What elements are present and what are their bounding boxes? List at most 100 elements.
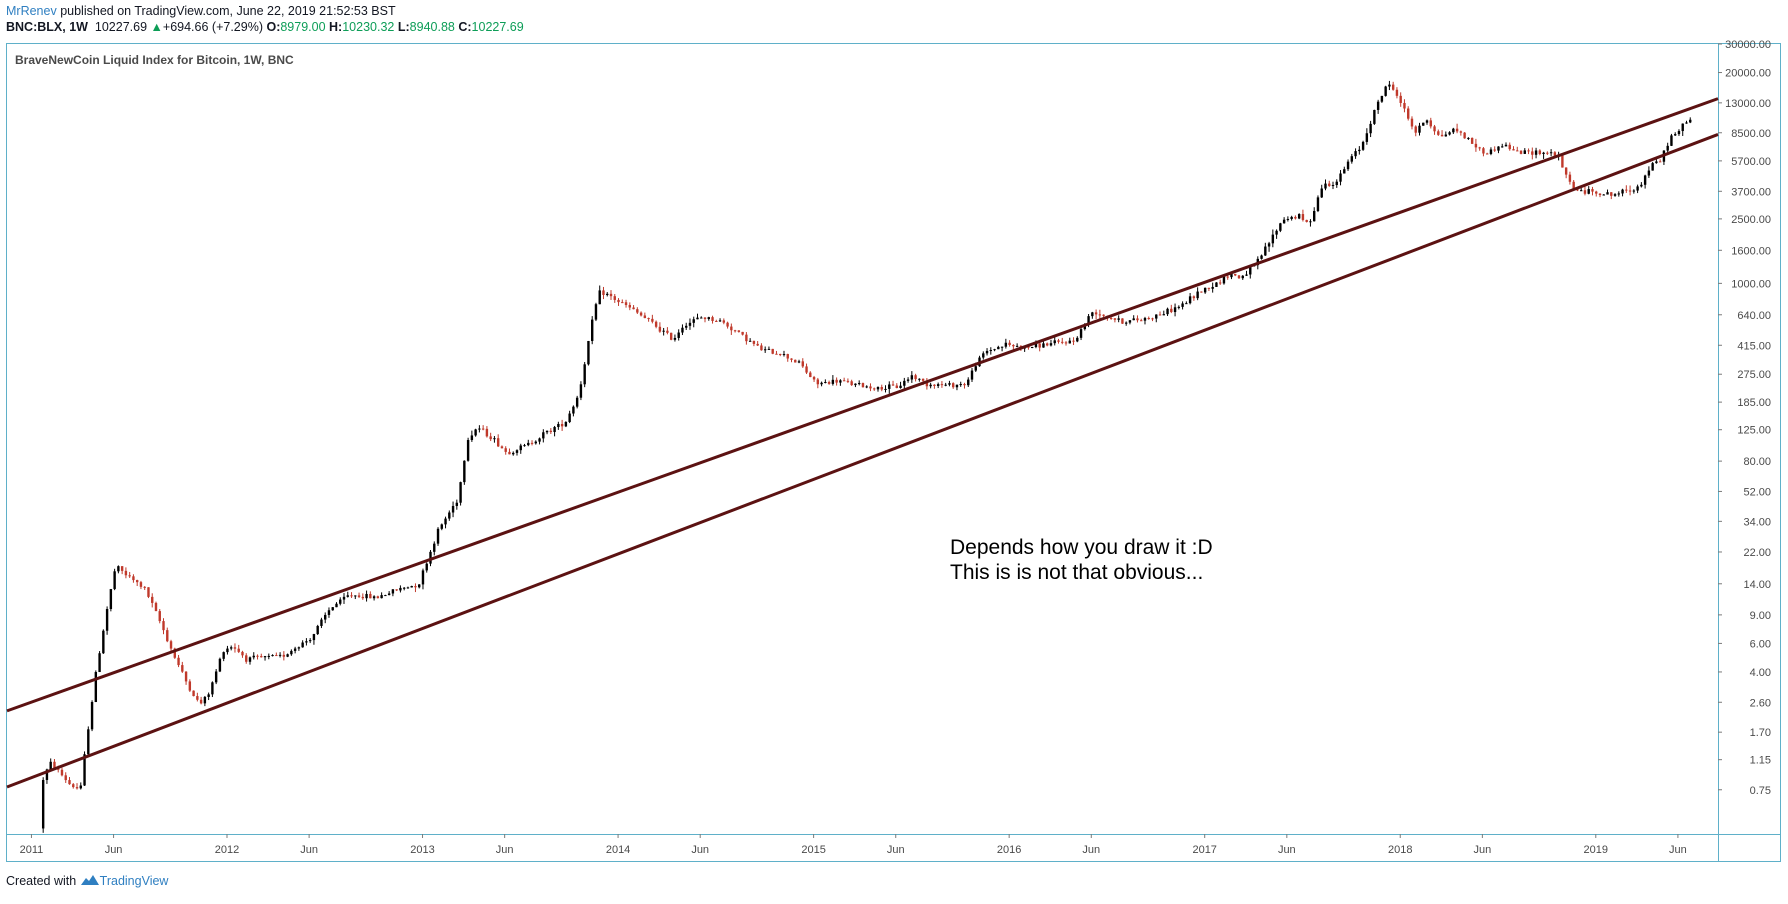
x-tick-label: 2011 <box>20 844 44 856</box>
candle <box>1587 186 1590 195</box>
candle <box>1275 229 1278 239</box>
candle <box>199 696 203 705</box>
y-tick-label: 1.70 <box>1750 727 1771 739</box>
candle <box>192 690 195 697</box>
candle <box>1218 279 1222 285</box>
tradingview-link[interactable]: TradingView <box>99 874 169 888</box>
candle <box>1309 219 1312 227</box>
candle <box>402 587 406 591</box>
candle <box>1388 80 1391 91</box>
candle <box>1042 341 1045 348</box>
x-tick-label: Jun <box>1473 844 1491 856</box>
y-tick-label: 80.00 <box>1743 456 1771 468</box>
candle <box>1008 340 1011 347</box>
candle <box>560 419 564 431</box>
candle <box>1463 132 1466 139</box>
candle <box>1030 346 1034 349</box>
candle <box>357 592 361 599</box>
candle <box>606 292 609 297</box>
candle <box>617 298 620 306</box>
trendline[interactable] <box>6 97 1719 713</box>
candle <box>139 580 143 590</box>
price-axis[interactable]: 30000.00 20000.00 13000.00 8500.00 5700.00 37… <box>1718 39 1771 797</box>
candle <box>1188 292 1192 305</box>
candle <box>564 421 568 428</box>
trendline[interactable] <box>6 133 1719 789</box>
x-tick-label: Jun <box>1669 844 1687 856</box>
candle <box>1670 133 1673 147</box>
candle <box>418 584 421 589</box>
candle <box>1136 315 1139 323</box>
candle <box>350 592 353 599</box>
publish-info: MrRenev published on TradingView.com, Ju… <box>6 3 396 19</box>
candle <box>1538 149 1542 156</box>
candle <box>1267 241 1271 252</box>
candle <box>1674 132 1677 136</box>
candle <box>1658 159 1662 163</box>
candle <box>730 323 733 335</box>
x-tick-label: Jun <box>691 844 709 856</box>
candle <box>985 348 989 356</box>
candle <box>327 607 331 618</box>
candle <box>1591 186 1594 196</box>
close-value: 10227.69 <box>471 20 524 34</box>
candle <box>805 363 808 375</box>
x-tick-label: Jun <box>300 844 318 856</box>
candle <box>1143 316 1147 325</box>
x-tick-label: Jun <box>496 844 514 856</box>
candle <box>1689 117 1692 124</box>
y-tick-label: 9.00 <box>1750 610 1771 622</box>
candle <box>1147 316 1150 320</box>
candle <box>1113 318 1117 323</box>
candle <box>1685 120 1688 124</box>
candle <box>1418 122 1421 136</box>
candle <box>75 783 79 790</box>
candle <box>538 437 541 445</box>
candle <box>869 383 872 392</box>
candle <box>1482 147 1485 157</box>
candle <box>1579 187 1583 192</box>
candle <box>226 645 229 655</box>
candle <box>1628 185 1632 196</box>
candle <box>1489 147 1493 156</box>
author-link[interactable]: MrRenev <box>6 4 57 18</box>
y-tick-label: 0.75 <box>1750 785 1771 797</box>
candle <box>87 726 90 756</box>
candle <box>997 345 1000 350</box>
candle <box>993 348 996 352</box>
time-axis[interactable]: 2011 Jun 2012 Jun 2013 Jun 2014 Jun 2015 Jun 2016 J… <box>20 834 1687 856</box>
candle <box>669 332 673 341</box>
candle <box>707 316 710 321</box>
candle <box>1200 291 1203 293</box>
y-tick-label: 125.00 <box>1737 425 1771 437</box>
tradingview-logo-icon[interactable] <box>80 874 100 886</box>
candle <box>1354 148 1357 159</box>
candle <box>1185 301 1188 305</box>
candle <box>109 588 113 612</box>
y-tick-label: 34.00 <box>1743 516 1771 528</box>
y-tick-label: 6.00 <box>1750 638 1771 650</box>
candle <box>1376 99 1380 114</box>
candle <box>120 566 124 575</box>
candle <box>662 327 665 336</box>
candle <box>609 290 613 300</box>
y-tick-label: 30000.00 <box>1725 39 1771 51</box>
x-tick-label: Jun <box>1082 844 1100 856</box>
trendlines-layer[interactable] <box>6 97 1719 789</box>
candle <box>1222 276 1226 285</box>
candle <box>1049 339 1053 347</box>
candle <box>910 371 914 383</box>
candle <box>478 425 481 433</box>
candle <box>1617 191 1620 197</box>
candle <box>1369 120 1372 138</box>
annotation-text[interactable]: Depends how you draw it :D This is is no… <box>950 536 1213 584</box>
candle <box>741 331 744 336</box>
candle <box>143 586 146 590</box>
candle <box>1613 193 1617 197</box>
high-label: H: <box>329 20 343 34</box>
y-tick-label: 2500.00 <box>1731 214 1771 226</box>
ohlc-legend: BNC:BLX, 1W 10227.69 ▲+694.66 (+7.29%) O… <box>6 19 524 35</box>
candles-layer <box>41 80 1692 833</box>
